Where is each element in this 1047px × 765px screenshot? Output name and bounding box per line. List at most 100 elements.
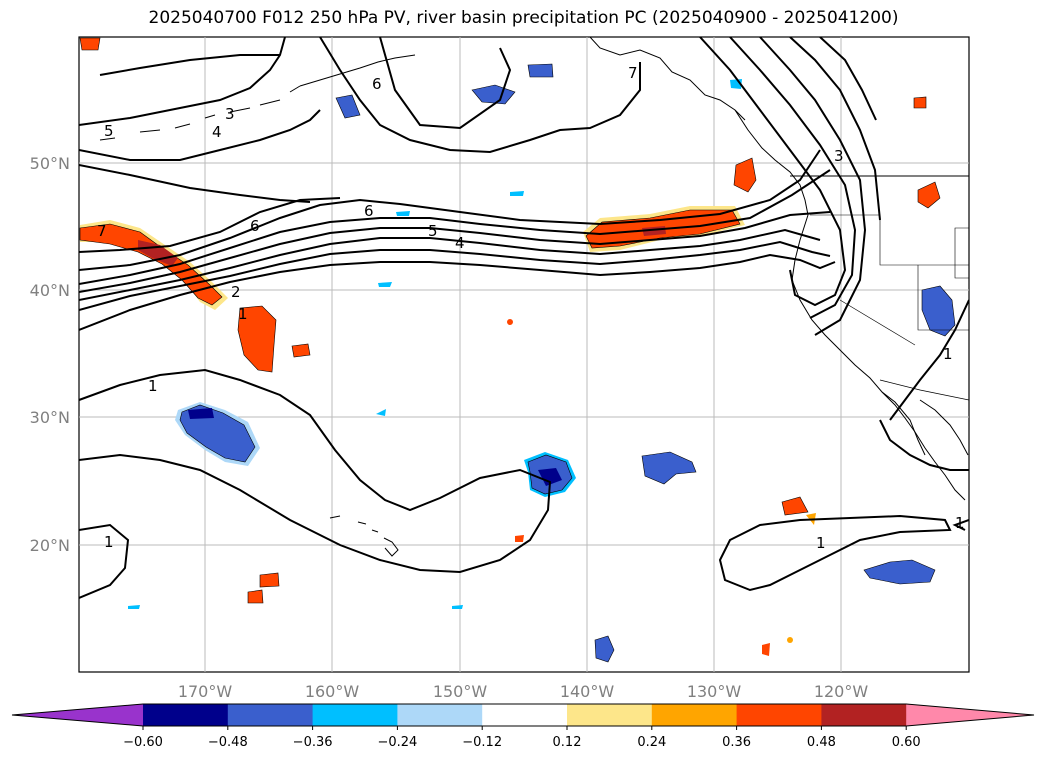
- pv-contour: [79, 240, 831, 311]
- precip-strong-area: [138, 240, 178, 266]
- colorbar-tick-label: 0.36: [722, 735, 751, 750]
- precip-positive-area: [917, 181, 941, 209]
- contour-labels: 5 3 4 6 6 5 4 7 6 2 1 1 1 1 1 3 7 1: [97, 64, 965, 552]
- mainland-mexico: [919, 399, 969, 456]
- precip-positive-area: [781, 496, 809, 516]
- precip-positive-area: [247, 589, 264, 604]
- map-title: 2025040700 F012 250 hPa PV, river basin …: [148, 8, 899, 28]
- lat-label: 20°N: [30, 536, 70, 555]
- precip-positive-area: [79, 37, 101, 51]
- contour-label: 1: [104, 533, 114, 551]
- colorbar-segment: [397, 704, 483, 726]
- colorbar-tick-label: −0.48: [208, 735, 248, 750]
- pv-contour: [79, 109, 321, 161]
- precip-negative-area: [378, 282, 392, 287]
- state-lines: [810, 214, 969, 346]
- lon-label: 130°W: [687, 682, 742, 701]
- pv-contour: [718, 514, 952, 592]
- colorbar-tick-label: −0.24: [377, 735, 417, 750]
- pv-contour: [819, 37, 877, 121]
- contour-label: 2: [231, 283, 241, 301]
- precip-negative-area: [452, 605, 463, 609]
- aleutian-islands: [99, 85, 301, 141]
- precip-positive-area: [515, 535, 524, 542]
- lon-label: 160°W: [305, 682, 360, 701]
- colorbar-segment: [312, 704, 398, 726]
- precip-positive-area: [787, 637, 793, 643]
- lon-label: 120°W: [814, 682, 869, 701]
- precip-negative-area: [863, 559, 936, 585]
- precip-negative-area: [921, 285, 956, 337]
- precip-negative-area: [376, 409, 386, 416]
- bc-coast: [734, 109, 809, 216]
- precip-negative-area: [335, 94, 361, 119]
- colorbar-extend-low: [12, 704, 143, 726]
- pv-contour: [79, 368, 552, 574]
- contour-label: 6: [372, 75, 382, 93]
- precip-negative-area: [527, 63, 554, 78]
- colorbar-tick-label: 0.48: [807, 735, 836, 750]
- colorbar-segment: [143, 704, 229, 726]
- colorbar-tick-label: −0.36: [293, 735, 333, 750]
- pv-contour: [79, 228, 821, 301]
- colorbar-segment: [482, 704, 568, 726]
- pv-contour: [79, 211, 831, 293]
- contour-label: 7: [97, 222, 107, 240]
- colorbar-tick-label: 0.60: [892, 735, 921, 750]
- precip-positive-area: [733, 157, 757, 193]
- contour-label: 1: [816, 534, 826, 552]
- pv-contour: [79, 253, 836, 331]
- pv-contour: [729, 37, 857, 319]
- precip-negative-area: [510, 191, 524, 196]
- contour-label: 1: [955, 514, 965, 532]
- colorbar: −0.60 −0.48 −0.36 −0.24 −0.12 0.12 0.24 0.36 0.4…: [11, 703, 1035, 750]
- hawaii-islands: [329, 515, 399, 557]
- contour-label: 5: [428, 222, 438, 240]
- pv-contour: [79, 37, 286, 126]
- contour-label: 3: [834, 147, 844, 165]
- pv-contour: [319, 37, 641, 154]
- lon-label: 170°W: [178, 682, 233, 701]
- colorbar-segment: [651, 704, 738, 726]
- lon-label: 140°W: [560, 682, 615, 701]
- contour-label: 6: [364, 202, 374, 220]
- contour-label: 7: [628, 64, 638, 82]
- pv-contour: [379, 37, 512, 130]
- colorbar-segment: [227, 704, 314, 726]
- pv-contour: [79, 197, 341, 253]
- precip-negative-area: [641, 451, 697, 485]
- contour-label: 1: [148, 377, 158, 395]
- colorbar-segment: [567, 704, 653, 726]
- pv-contour: [79, 169, 831, 285]
- pv-contour: [759, 37, 867, 336]
- precip-positive-area: [762, 643, 770, 656]
- contour-label: 1: [238, 305, 248, 323]
- contour-label: 4: [455, 234, 465, 252]
- latitude-labels: 50°N 40°N 30°N 20°N: [30, 154, 70, 555]
- colorbar-segment: [821, 704, 907, 726]
- pv-contour: [952, 519, 969, 531]
- precip-positive-area: [507, 319, 513, 325]
- precip-positive-area: [237, 305, 277, 373]
- lat-label: 40°N: [30, 281, 70, 300]
- pv-contour: [79, 523, 130, 599]
- pv-contour: [879, 419, 969, 471]
- alaska-peninsula: [299, 54, 416, 87]
- pv-contour: [889, 299, 969, 421]
- precip-strong-negative-area: [538, 468, 562, 486]
- precip-positive-area: [913, 96, 927, 109]
- precip-negative-area: [128, 605, 140, 609]
- colorbar-segment: [736, 704, 822, 726]
- pv-contour: [79, 164, 311, 203]
- pv-contour: [789, 37, 881, 221]
- precip-negative-area: [179, 404, 256, 463]
- pv-contour: [99, 54, 280, 76]
- colorbar-tick-label: 0.12: [553, 735, 582, 750]
- precip-strong-negative-area: [188, 408, 214, 419]
- colorbar-extend-high: [906, 704, 1034, 726]
- lat-label: 50°N: [30, 154, 70, 173]
- pv-contours: [79, 37, 969, 599]
- baja-coast: [881, 391, 926, 456]
- colorbar-tick-label: −0.60: [123, 735, 163, 750]
